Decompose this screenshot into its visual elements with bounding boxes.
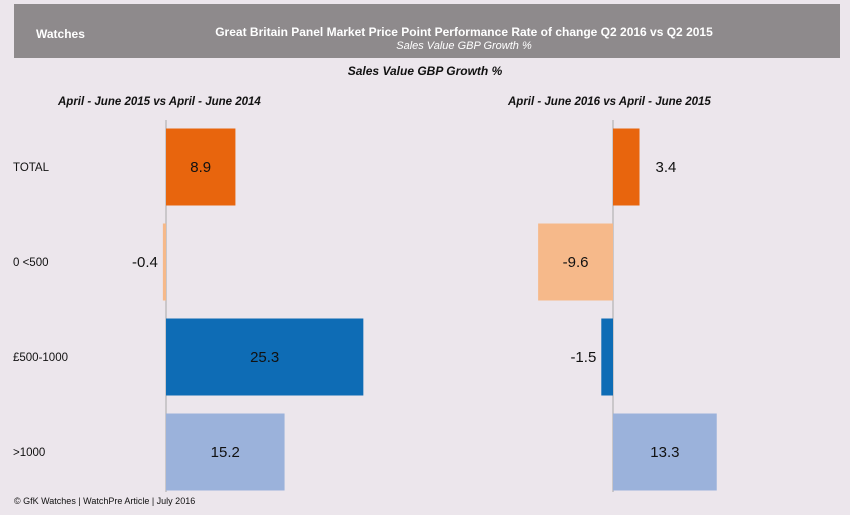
category-label: Watches — [36, 27, 85, 41]
bar-p1-3 — [613, 413, 717, 491]
data-label-p0-3: 15.2 — [211, 444, 240, 461]
bar-p0-1 — [162, 223, 166, 301]
bar-p1-1 — [538, 223, 613, 301]
bar-p1-0 — [613, 128, 640, 206]
category-label-2: £500-1000 — [13, 352, 68, 364]
bar-p0-0 — [166, 128, 236, 206]
bar-p0-3 — [166, 413, 285, 491]
category-label-3: >1000 — [13, 447, 45, 459]
chart-title: Sales Value GBP Growth % — [347, 64, 503, 78]
left-panel-title: April - June 2015 vs April - June 2014 — [58, 96, 261, 108]
header-bar: Watches Great Britain Panel Market Price… — [14, 4, 840, 58]
bar-p0-2 — [166, 318, 364, 396]
category-label-0: TOTAL — [13, 162, 50, 174]
bar-p1-2 — [601, 318, 613, 396]
data-label-p0-1: -0.4 — [132, 254, 158, 271]
page-subtitle: Sales Value GBP Growth % — [396, 40, 532, 52]
data-label-p1-3: 13.3 — [650, 444, 679, 461]
data-label-p0-2: 25.3 — [250, 349, 279, 366]
data-label-p1-0: 3.4 — [656, 159, 677, 176]
page-title: Great Britain Panel Market Price Point P… — [215, 25, 713, 39]
data-label-p1-1: -9.6 — [563, 254, 589, 271]
right-panel-title: April - June 2016 vs April - June 2015 — [508, 96, 711, 108]
data-label-p1-2: -1.5 — [570, 349, 596, 366]
data-label-p0-0: 8.9 — [190, 159, 211, 176]
footer-copyright: © GfK Watches | WatchPre Article | July … — [14, 496, 196, 506]
category-label-1: 0 <500 — [13, 257, 49, 269]
